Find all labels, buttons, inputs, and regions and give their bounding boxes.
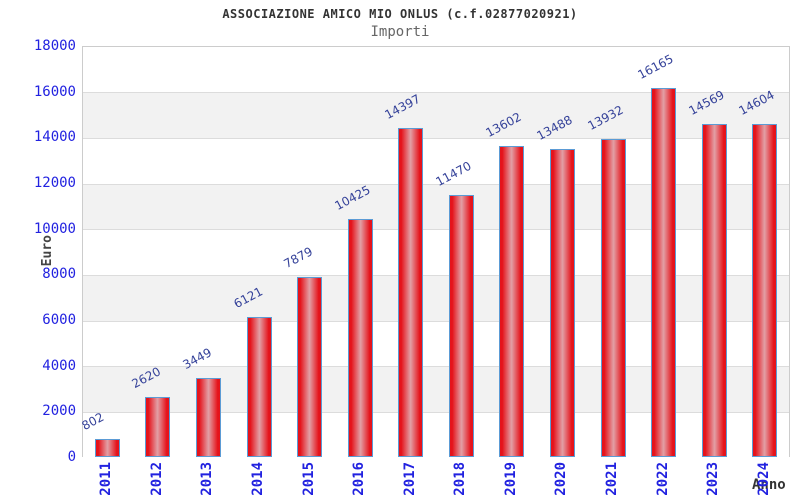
x-tick-label: 2018 [452,462,469,496]
bar-2013 [195,378,221,457]
x-tick-label: 2015 [300,462,317,496]
y-tick-label: 2000 [42,403,76,420]
x-axis-title: Anno [752,477,786,493]
x-tick-label: 2011 [98,462,115,496]
x-tick-label: 2019 [502,462,519,496]
y-tick-label: 8000 [42,266,76,283]
y-tick-label: 0 [67,449,76,465]
bar-2011 [94,438,120,457]
plot-band [83,275,789,321]
bar-2022 [651,87,677,457]
x-tick-label: 2014 [250,462,266,496]
chart-subtitle: Importi [370,24,430,40]
bar-2016 [347,218,373,457]
x-tick-label: 2017 [401,462,418,496]
bar-2023 [701,124,727,457]
y-axis-title: Euro [40,235,55,267]
bar-2015 [297,277,323,457]
plot-band [83,412,789,458]
bar-2021 [600,138,626,457]
gridline [83,320,789,322]
x-tick-label: 2022 [654,462,671,496]
plot-band [83,366,789,413]
gridline [83,229,789,231]
y-tick-label: 6000 [42,312,76,328]
gridline [83,137,789,139]
gridline [83,183,789,185]
x-tick-label: 2013 [199,462,216,496]
x-tick-label: 2012 [148,462,165,496]
bar-2024 [752,123,778,457]
plot-band [83,47,789,93]
x-tick-label: 2023 [705,462,722,496]
y-tick-label: 18000 [33,38,76,54]
x-tick-label: 2020 [553,462,570,496]
gridline [83,92,789,94]
bar-2019 [499,146,525,457]
bar-2018 [448,195,474,457]
plot-area [82,46,790,458]
chart-title: ASSOCIAZIONE AMICO MIO ONLUS (c.f.028770… [222,7,578,21]
y-tick-label: 14000 [33,129,76,146]
x-tick-label: 2021 [604,462,620,496]
bar-2017 [398,128,424,457]
x-tick-label: 2016 [351,462,368,496]
y-tick-label: 10000 [33,220,76,237]
gridline [83,274,789,276]
plot-band [83,184,789,230]
bar-2012 [145,397,171,457]
plot-band [83,92,789,139]
x-tick-label: 2024 [755,462,772,496]
y-tick-label: 16000 [33,83,76,100]
bar-2014 [246,317,272,457]
plot-band [83,229,789,276]
gridline [83,411,789,413]
y-tick-label: 12000 [33,175,76,191]
y-tick-label: 4000 [42,357,76,374]
gridline [83,366,789,368]
bar-2020 [549,149,575,457]
